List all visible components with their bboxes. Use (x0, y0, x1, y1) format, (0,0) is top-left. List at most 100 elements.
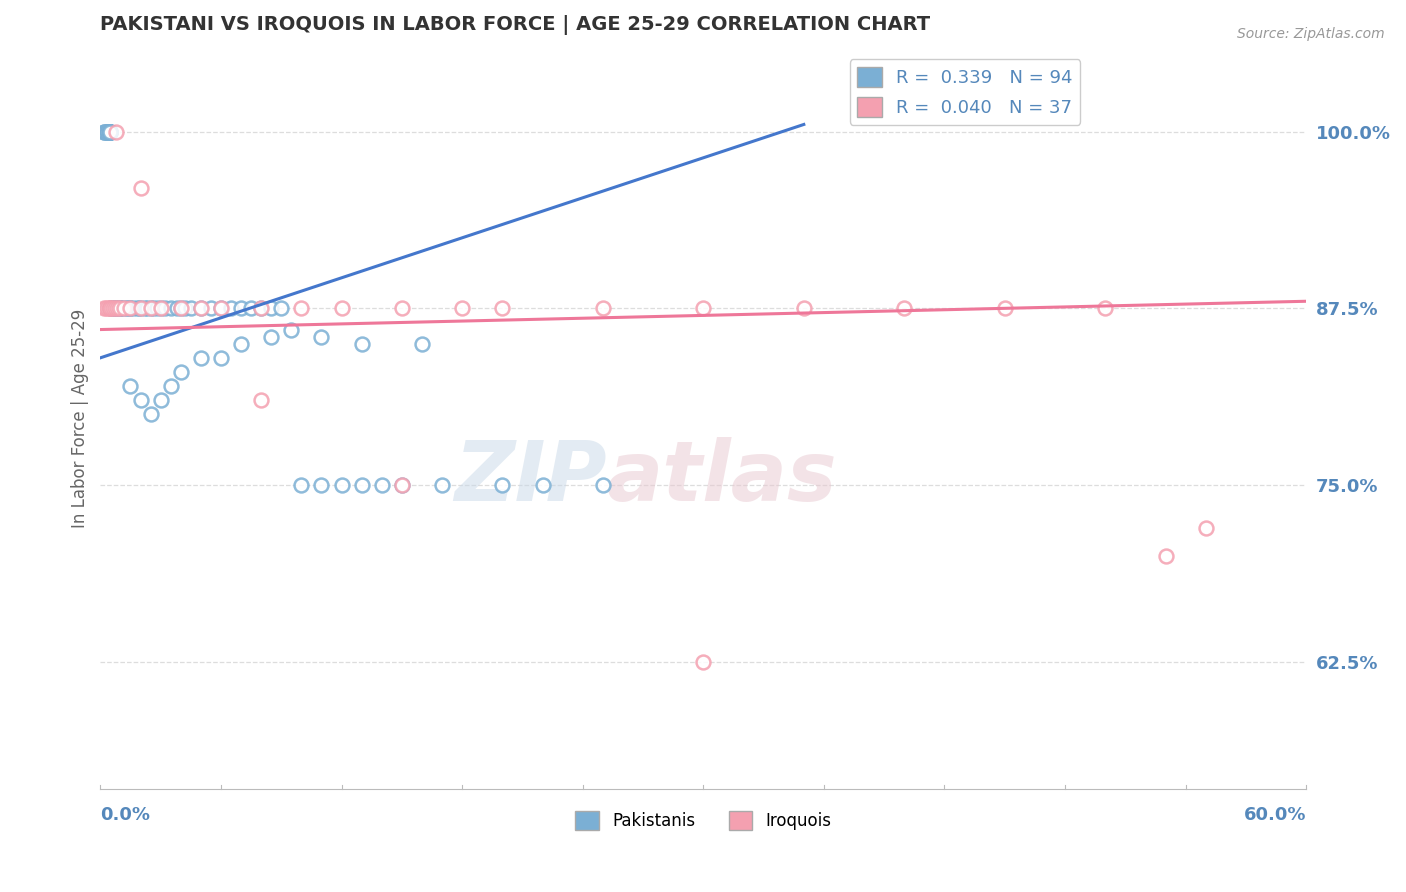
Point (100, 301, 122, 316)
Point (105, 124, 128, 138)
Point (114, 301, 136, 316)
Point (173, 301, 195, 316)
Point (114, 301, 136, 316)
Point (96, 124, 118, 138)
Point (101, 301, 124, 316)
Point (100, 124, 122, 138)
Point (93, 124, 115, 138)
Point (120, 379, 142, 393)
Point (100, 124, 122, 138)
Y-axis label: In Labor Force | Age 25-29: In Labor Force | Age 25-29 (72, 309, 89, 527)
Point (129, 301, 152, 316)
Point (692, 655, 714, 669)
Point (110, 301, 132, 316)
Point (103, 301, 125, 316)
Point (260, 301, 283, 316)
Point (145, 301, 167, 316)
Point (451, 301, 474, 316)
Point (128, 301, 150, 316)
Point (391, 478, 413, 492)
Point (166, 301, 188, 316)
Point (100, 124, 122, 138)
Point (149, 393, 172, 408)
Point (103, 301, 125, 316)
Point (240, 301, 263, 316)
Point (229, 301, 252, 316)
Point (491, 478, 513, 492)
Point (105, 301, 128, 316)
Point (219, 301, 242, 316)
Point (97, 124, 120, 138)
Point (311, 329, 333, 343)
Point (311, 478, 333, 492)
Point (190, 351, 212, 365)
Text: PAKISTANI VS IROQUOIS IN LABOR FORCE | AGE 25-29 CORRELATION CHART: PAKISTANI VS IROQUOIS IN LABOR FORCE | A… (100, 15, 931, 35)
Point (107, 301, 129, 316)
Point (793, 301, 815, 316)
Point (430, 478, 453, 492)
Point (592, 478, 614, 492)
Text: 60.0%: 60.0% (1244, 806, 1306, 824)
Point (209, 301, 232, 316)
Point (105, 301, 128, 316)
Point (250, 301, 273, 316)
Point (411, 336, 433, 351)
Point (93, 301, 115, 316)
Point (100, 301, 122, 316)
Point (180, 301, 202, 316)
Point (100, 124, 122, 138)
Point (115, 301, 138, 316)
Point (120, 301, 142, 316)
Point (592, 301, 614, 316)
Point (531, 478, 554, 492)
Point (110, 301, 132, 316)
Point (170, 365, 193, 379)
Point (159, 301, 181, 316)
Point (93, 124, 115, 138)
Point (110, 301, 132, 316)
Point (229, 336, 252, 351)
Point (250, 301, 273, 316)
Point (103, 301, 125, 316)
Point (120, 301, 142, 316)
Point (893, 301, 915, 316)
Point (101, 301, 124, 316)
Point (139, 408, 162, 422)
Point (149, 301, 172, 316)
Point (110, 301, 132, 316)
Point (96, 124, 118, 138)
Text: atlas: atlas (607, 437, 838, 518)
Point (1195, 520, 1218, 534)
Point (129, 301, 152, 316)
Point (290, 301, 312, 316)
Point (170, 301, 193, 316)
Point (190, 301, 212, 316)
Point (96, 301, 118, 316)
Text: 0.0%: 0.0% (100, 806, 150, 824)
Point (100, 301, 122, 316)
Point (1094, 301, 1116, 316)
Point (110, 301, 132, 316)
Point (209, 301, 232, 316)
Point (100, 124, 122, 138)
Point (371, 478, 394, 492)
Point (159, 379, 181, 393)
Point (117, 301, 139, 316)
Point (97, 301, 120, 316)
Point (100, 124, 122, 138)
Point (120, 301, 142, 316)
Legend: Pakistanis, Iroquois: Pakistanis, Iroquois (569, 804, 838, 837)
Point (142, 301, 165, 316)
Point (107, 301, 129, 316)
Point (1154, 549, 1177, 563)
Point (129, 181, 152, 195)
Point (190, 301, 212, 316)
Point (100, 124, 122, 138)
Point (692, 301, 714, 316)
Point (330, 301, 353, 316)
Point (97, 124, 120, 138)
Point (110, 301, 132, 316)
Point (103, 301, 125, 316)
Point (139, 301, 162, 316)
Point (110, 301, 132, 316)
